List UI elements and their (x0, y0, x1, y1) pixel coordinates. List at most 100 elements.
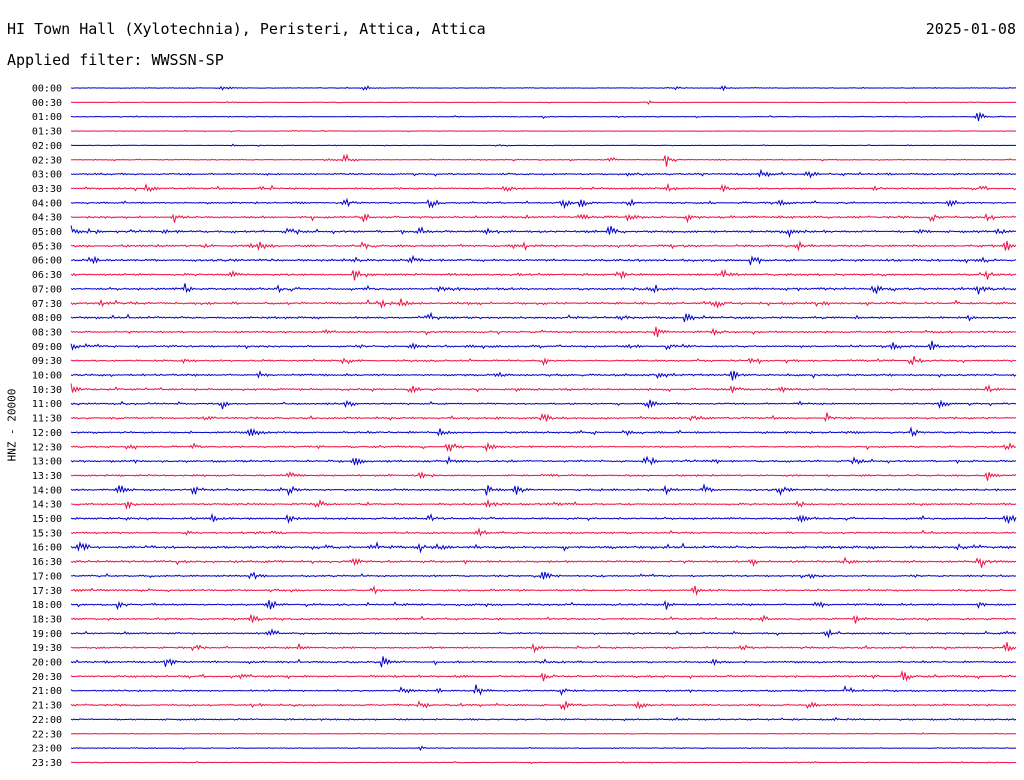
seismic-trace-1000 (70, 370, 1017, 381)
seismic-trace-1200 (70, 426, 1017, 438)
seismic-trace-0030 (70, 100, 1017, 105)
time-tick-label: 14:30 (32, 500, 62, 511)
seismic-trace-1630 (70, 556, 1017, 568)
seismic-trace-1730 (70, 585, 1017, 597)
time-tick-label: 15:30 (32, 528, 62, 539)
time-tick-label: 05:30 (32, 241, 62, 252)
seismic-trace-0100 (70, 111, 1017, 122)
seismic-trace-1100 (70, 399, 1017, 410)
time-tick-label: 06:00 (32, 256, 62, 267)
time-tick-label: 16:00 (32, 543, 62, 554)
seismic-trace-1600 (70, 541, 1017, 554)
seismic-trace-0200 (70, 143, 1017, 147)
seismic-trace-0330 (70, 182, 1017, 193)
time-tick-label: 07:30 (32, 299, 62, 310)
seismic-trace-0700 (70, 283, 1017, 295)
filter-label: Applied filter: WWSSN-SP (7, 51, 224, 69)
seismic-trace-2300 (70, 745, 1017, 752)
time-tick-label: 14:00 (32, 485, 62, 496)
time-tick-label: 18:00 (32, 600, 62, 611)
seismic-trace-2130 (70, 700, 1017, 711)
seismic-trace-0000 (70, 85, 1017, 92)
station-title: HI Town Hall (Xylotechnia), Peristeri, A… (7, 20, 486, 38)
time-tick-label: 12:00 (32, 428, 62, 439)
time-tick-label: 10:00 (32, 371, 62, 382)
seismic-trace-1800 (70, 600, 1017, 611)
seismic-trace-2100 (70, 684, 1017, 696)
seismic-trace-2030 (70, 669, 1017, 682)
time-tick-label: 03:30 (32, 184, 62, 195)
time-tick-label: 13:00 (32, 457, 62, 468)
time-tick-label: 12:30 (32, 442, 62, 453)
time-tick-label: 10:30 (32, 385, 62, 396)
seismic-trace-1830 (70, 614, 1017, 624)
seismic-trace-2330 (70, 760, 1017, 765)
seismic-trace-1330 (70, 471, 1017, 481)
seismic-trace-1530 (70, 527, 1017, 537)
time-tick-label: 18:30 (32, 614, 62, 625)
seismic-trace-1030 (70, 383, 1017, 394)
time-tick-label: 00:00 (32, 84, 62, 95)
seismic-trace-0130 (70, 129, 1017, 133)
seismic-trace-1500 (70, 512, 1017, 525)
time-tick-label: 02:30 (32, 155, 62, 166)
time-tick-label: 06:30 (32, 270, 62, 281)
time-tick-label: 23:30 (32, 758, 62, 769)
seismic-trace-1930 (70, 642, 1017, 654)
seismic-trace-0630 (70, 269, 1017, 281)
seismic-trace-2230 (70, 732, 1017, 735)
record-date: 2025-01-08 (925, 20, 1016, 38)
time-tick-label: 00:30 (32, 98, 62, 109)
seismic-trace-0530 (70, 240, 1017, 252)
time-tick-label: 17:00 (32, 571, 62, 582)
seismic-trace-0900 (70, 340, 1017, 351)
seismic-trace-1430 (70, 498, 1017, 510)
time-tick-label: 04:00 (32, 198, 62, 209)
seismic-trace-0600 (71, 254, 1017, 265)
seismic-trace-1300 (70, 455, 1017, 467)
time-tick-label: 05:00 (32, 227, 62, 238)
seismic-trace-0800 (70, 311, 1017, 322)
time-tick-label: 09:30 (32, 356, 62, 367)
seismic-trace-2200 (70, 716, 1017, 722)
time-tick-label: 08:30 (32, 327, 62, 338)
seismic-trace-2000 (70, 656, 1017, 668)
time-tick-label: 16:30 (32, 557, 62, 568)
time-tick-label: 19:30 (32, 643, 62, 654)
seismic-trace-0400 (70, 197, 1017, 210)
time-tick-label: 23:00 (32, 744, 62, 755)
time-tick-label: 21:00 (32, 686, 62, 697)
seismic-trace-1700 (70, 571, 1017, 580)
time-tick-label: 13:30 (32, 471, 62, 482)
time-tick-label: 19:00 (32, 629, 62, 640)
seismic-trace-0830 (70, 326, 1017, 338)
seismic-trace-1130 (70, 412, 1017, 423)
time-tick-label: 15:00 (32, 514, 62, 525)
time-tick-label: 07:00 (32, 284, 62, 295)
time-tick-label: 17:30 (32, 586, 62, 597)
seismic-trace-1400 (70, 483, 1017, 497)
time-tick-label: 01:00 (32, 112, 62, 123)
seismic-trace-0730 (70, 298, 1017, 309)
seismic-trace-0230 (70, 153, 1017, 167)
seismic-trace-0500 (70, 225, 1017, 239)
time-tick-label: 03:00 (32, 170, 62, 181)
seismic-trace-1900 (70, 628, 1017, 639)
time-tick-label: 08:00 (32, 313, 62, 324)
time-tick-label: 22:30 (32, 729, 62, 740)
time-tick-label: 22:00 (32, 715, 62, 726)
time-tick-label: 09:00 (32, 342, 62, 353)
seismic-trace-0930 (70, 356, 1017, 367)
seismic-trace-1230 (70, 441, 1017, 453)
time-tick-label: 20:30 (32, 672, 62, 683)
seismic-trace-0430 (70, 212, 1017, 224)
time-tick-label: 04:30 (32, 213, 62, 224)
time-tick-label: 02:00 (32, 141, 62, 152)
time-tick-label: 01:30 (32, 127, 62, 138)
seismic-trace-0300 (70, 168, 1017, 179)
time-tick-label: 21:30 (32, 701, 62, 712)
time-tick-label: 20:00 (32, 658, 62, 669)
time-tick-label: 11:00 (32, 399, 62, 410)
time-tick-label: 11:30 (32, 414, 62, 425)
